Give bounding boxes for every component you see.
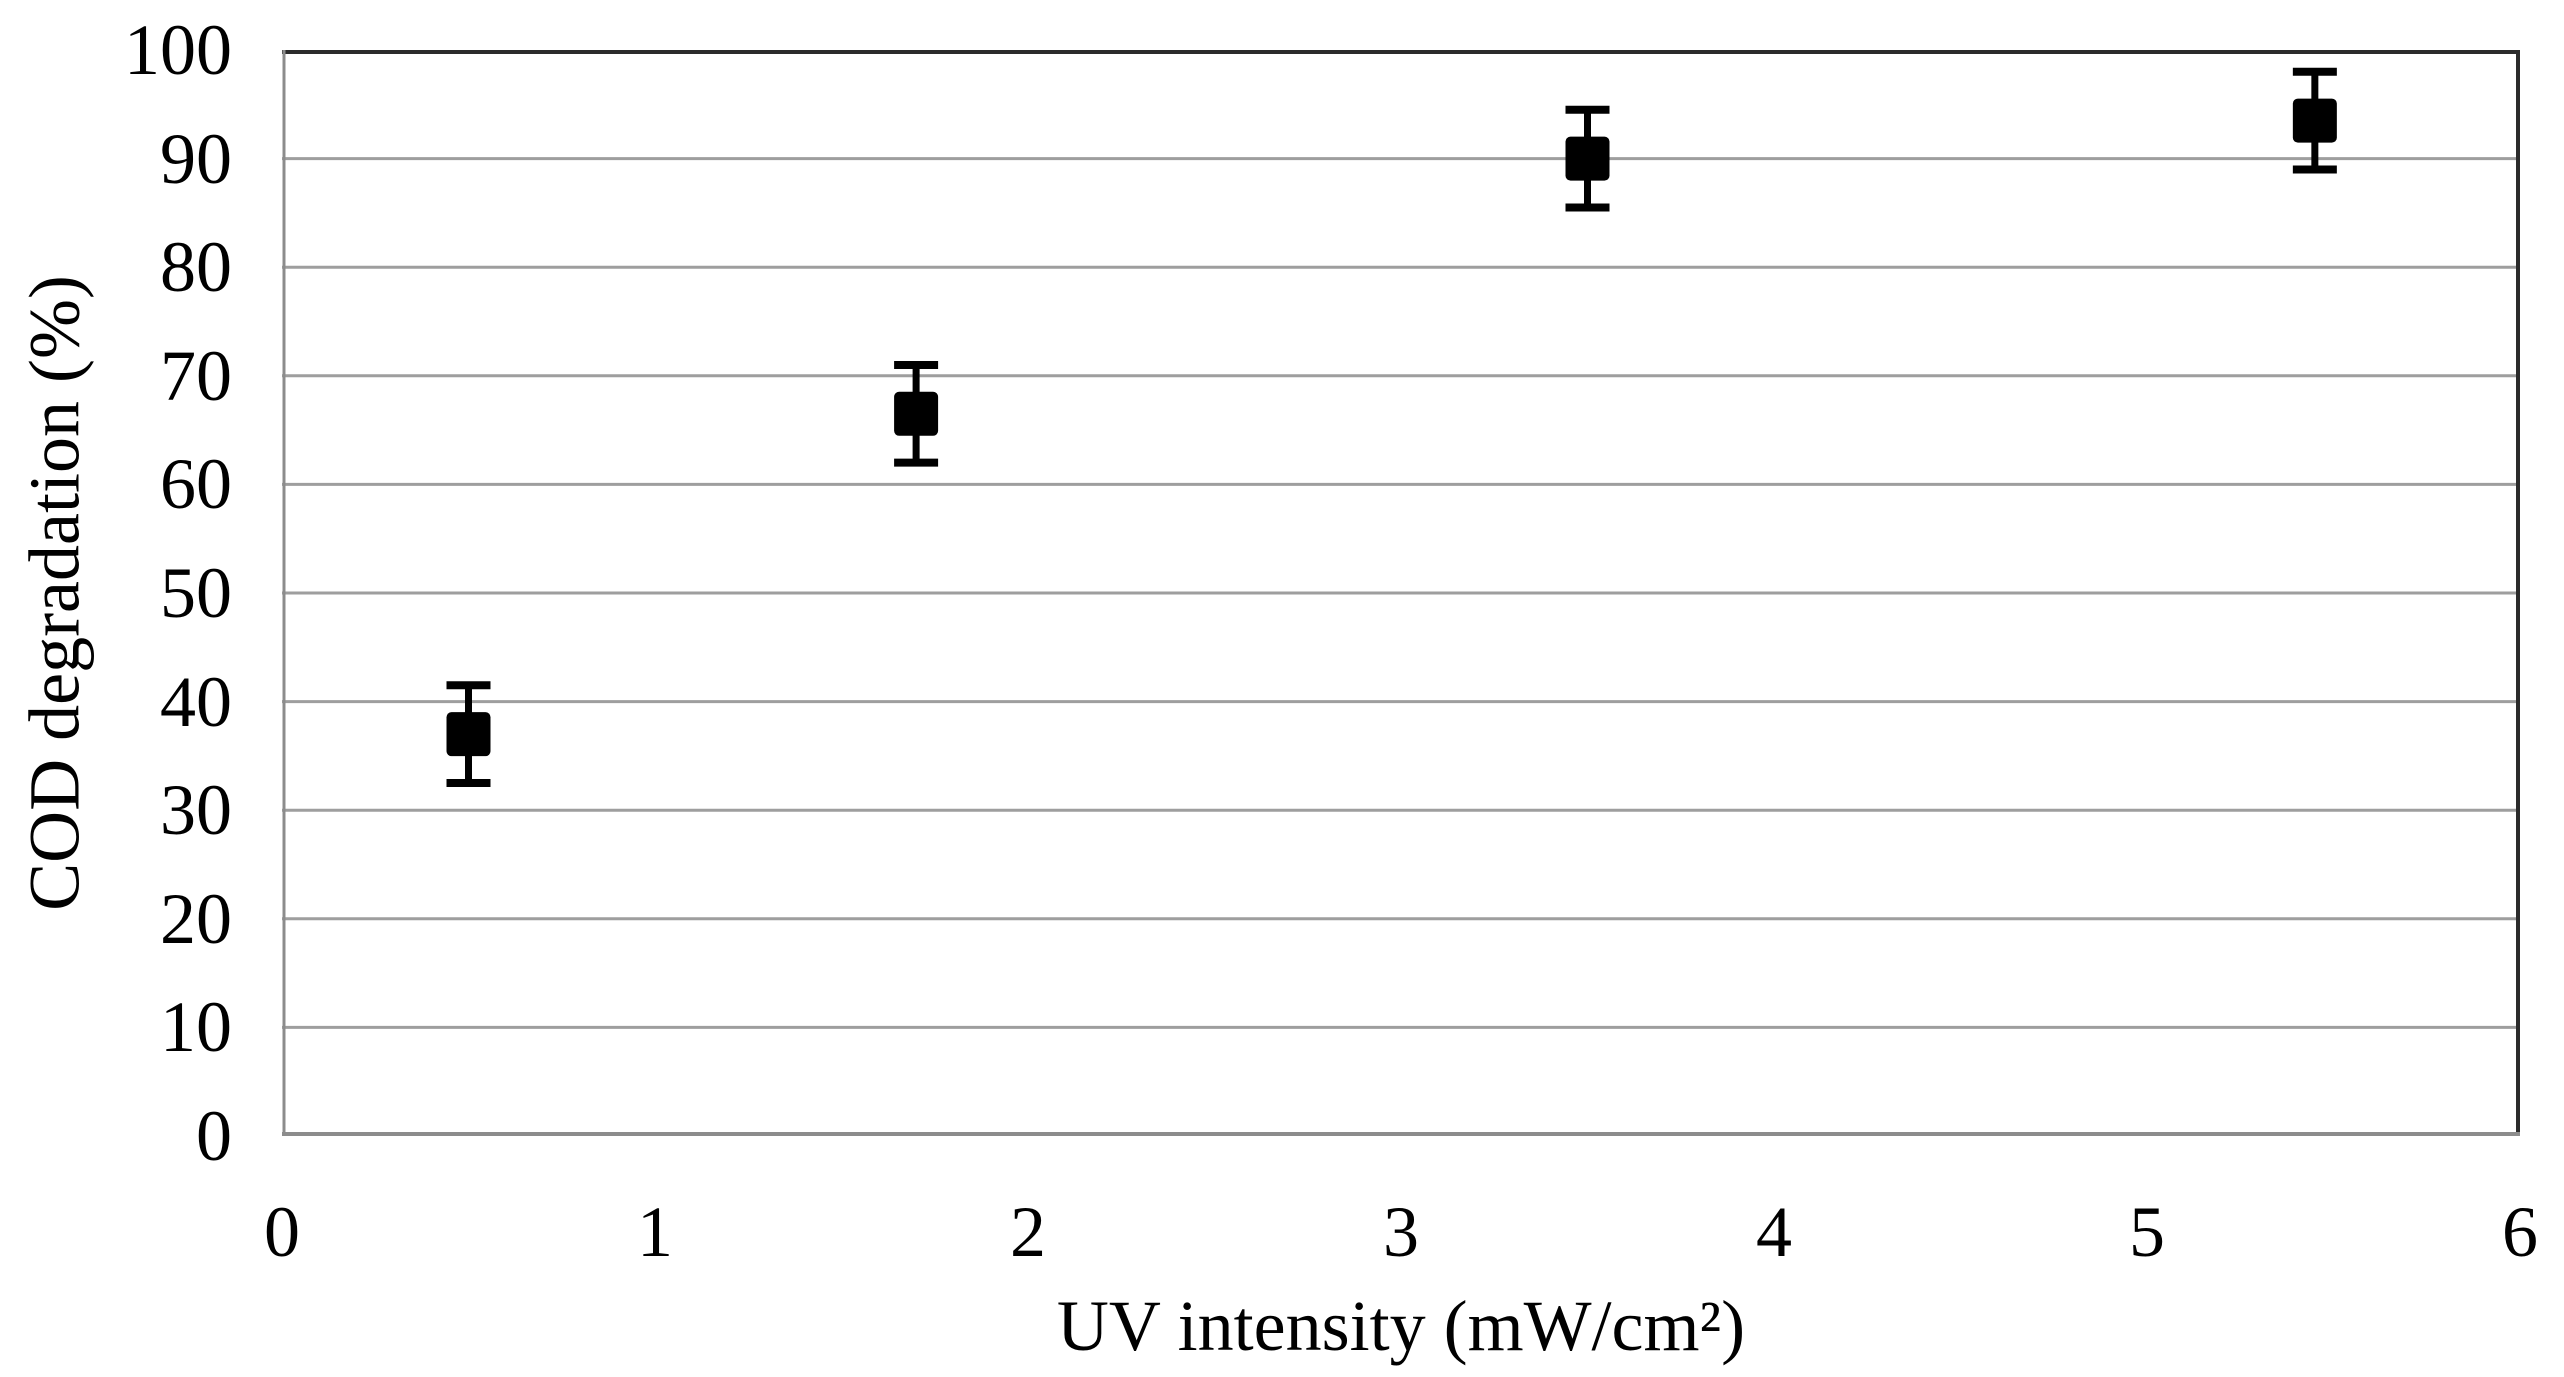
x-tick-label: 4 bbox=[1756, 1192, 1792, 1272]
x-tick-label: 5 bbox=[2129, 1192, 2165, 1272]
x-tick-label: 0 bbox=[264, 1192, 300, 1272]
y-tick-label: 10 bbox=[160, 987, 232, 1068]
data-point-marker bbox=[2292, 98, 2337, 143]
y-tick-label: 70 bbox=[160, 335, 232, 416]
y-tick-label: 100 bbox=[124, 10, 232, 90]
y-tick-label: 80 bbox=[160, 227, 232, 308]
y-tick-label: 20 bbox=[160, 878, 232, 959]
y-tick-label: 90 bbox=[160, 118, 232, 199]
x-tick-label: 6 bbox=[2502, 1192, 2538, 1272]
data-point-marker bbox=[446, 712, 491, 757]
x-axis-title: UV intensity (mW/cm²) bbox=[1056, 1286, 1746, 1366]
plot-area bbox=[282, 50, 2520, 1136]
x-tick-label: 1 bbox=[637, 1192, 673, 1272]
x-tick-label: 2 bbox=[1010, 1192, 1046, 1272]
y-tick-label: 60 bbox=[160, 444, 232, 525]
y-tick-label: 40 bbox=[160, 661, 232, 742]
y-tick-label: 30 bbox=[160, 770, 232, 851]
x-tick-label: 3 bbox=[1383, 1192, 1419, 1272]
data-point-marker bbox=[894, 391, 939, 436]
y-tick-label: 0 bbox=[196, 1096, 232, 1176]
data-point-marker bbox=[1565, 136, 1610, 181]
y-tick-label: 50 bbox=[160, 553, 232, 633]
